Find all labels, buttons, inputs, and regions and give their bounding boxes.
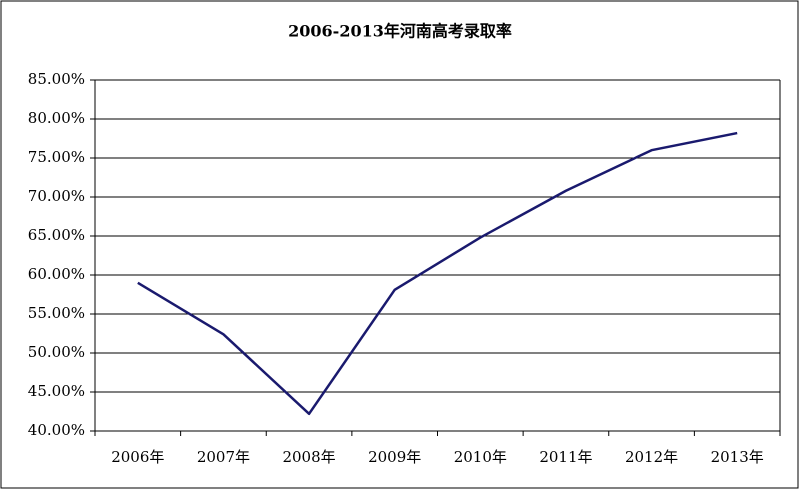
x-tick-label: 2013年: [711, 448, 764, 466]
y-tick-label: 85.00%: [28, 70, 85, 88]
y-tick-label: 80.00%: [28, 109, 85, 127]
x-tick-label: 2006年: [111, 448, 164, 466]
x-tick-label: 2008年: [282, 448, 335, 466]
data-line: [137, 131, 738, 416]
y-tick-label: 45.00%: [28, 382, 85, 400]
x-tick-label: 2012年: [625, 448, 678, 466]
y-tick-label: 60.00%: [28, 265, 85, 283]
x-tick-label: 2007年: [197, 448, 250, 466]
y-tick-label: 65.00%: [28, 226, 85, 244]
y-tick-label: 40.00%: [28, 421, 85, 439]
chart-title: 2006-2013年河南高考录取率: [288, 22, 512, 41]
y-tick-label: 75.00%: [28, 148, 85, 166]
x-tick-label: 2011年: [539, 448, 592, 466]
x-tick-label: 2010年: [454, 448, 507, 466]
x-tick-label: 2009年: [368, 448, 421, 466]
y-tick-label: 55.00%: [28, 304, 85, 322]
y-tick-label: 50.00%: [28, 343, 85, 361]
y-tick-label: 70.00%: [28, 187, 85, 205]
